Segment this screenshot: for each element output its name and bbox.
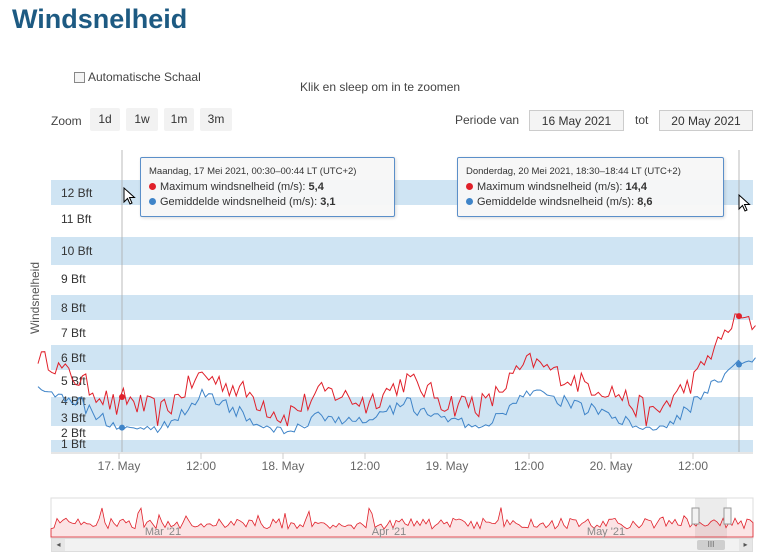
bft-band-9	[51, 237, 753, 265]
cursor-icon	[123, 186, 136, 205]
zoom-1m-button[interactable]: 1m	[164, 108, 194, 131]
tooltip-1-avg-label: Gemiddelde windsnelheid (m/s):	[160, 196, 321, 208]
scroll-thumb[interactable]: III	[697, 540, 725, 550]
tooltip-1: Maandag, 17 Mei 2021, 00:30–00:44 LT (UT…	[140, 157, 395, 217]
bft-label-9: 9 Bft	[61, 272, 86, 286]
tooltip-1-avg-value: 3,1	[320, 196, 336, 208]
x-tick-label-1: 12:00	[186, 459, 216, 473]
scroll-left-icon[interactable]: ◂	[52, 539, 65, 551]
x-tick-label-2: 18. May	[262, 459, 305, 473]
zoom-label: Zoom	[51, 114, 82, 128]
page-title: Windsnelheid	[12, 4, 188, 34]
max-dot-icon	[149, 183, 156, 190]
tooltip-1-header: Maandag, 17 Mei 2021, 00:30–00:44 LT (UT…	[149, 166, 357, 177]
x-tick-label-0: 17. May	[98, 459, 141, 473]
navigator-selection	[695, 498, 727, 538]
bft-label-2: 2 Bft	[61, 426, 86, 440]
checkbox-box[interactable]	[74, 71, 85, 83]
navigator-frame	[50, 497, 754, 539]
tooltip-1-max-label: Maximum windsnelheid (m/s):	[160, 181, 309, 193]
y-axis-title: Windsnelheid	[28, 262, 42, 334]
point-avg-1	[119, 424, 125, 431]
x-tick-label-6: 20. May	[590, 459, 633, 473]
avg-dot-icon	[149, 198, 156, 205]
bft-label-11: 11 Bft	[61, 212, 92, 226]
navigator-label-1: Apr '21	[372, 526, 407, 538]
bft-band-5	[51, 345, 753, 370]
navigator-series	[50, 507, 754, 538]
tooltip-2: Donderdag, 20 Mei 2021, 18:30–18:44 LT (…	[457, 157, 724, 217]
max-dot-icon	[466, 183, 473, 190]
point-max-1	[119, 394, 125, 400]
tooltip-2-max-value: 14,4	[625, 181, 647, 193]
autoscale-checkbox[interactable]: Automatische Schaal	[74, 70, 201, 84]
series-line-max	[37, 313, 756, 427]
zoom-3m-button[interactable]: 3m	[200, 108, 232, 131]
bft-label-8: 8 Bft	[61, 301, 86, 315]
point-max-2	[736, 313, 742, 320]
period-from-input[interactable]: 16 May 2021	[529, 110, 624, 131]
cursor-icon	[738, 193, 751, 212]
zoom-1w-button[interactable]: 1w	[126, 108, 158, 131]
series-max	[37, 313, 756, 427]
tooltip-2-avg-label: Gemiddelde windsnelheid (m/s):	[477, 196, 638, 208]
x-tick-label-4: 19. May	[426, 459, 469, 473]
autoscale-label: Automatische Schaal	[88, 70, 201, 84]
tooltip-2-header: Donderdag, 20 Mei 2021, 18:30–18:44 LT (…	[466, 166, 681, 177]
navigator-label-2: May '21	[587, 526, 625, 538]
navigator-handle-right[interactable]	[723, 507, 732, 525]
zoom-hint: Klik en sleep om in te zoomen	[300, 80, 461, 94]
navigator-label-0: Mar '21	[145, 526, 181, 538]
series-avg	[37, 357, 756, 435]
bft-band-1	[51, 440, 753, 452]
bft-band-3	[51, 397, 753, 426]
bft-label-3: 3 Bft	[61, 411, 86, 425]
bft-label-10: 10 Bft	[61, 244, 93, 258]
bft-label-1: 1 Bft	[61, 437, 86, 451]
scroll-right-icon[interactable]: ▸	[739, 539, 752, 551]
period-to-input[interactable]: 20 May 2021	[659, 110, 753, 131]
series-line-avg	[37, 357, 756, 435]
tooltip-2-max-label: Maximum windsnelheid (m/s):	[477, 181, 626, 193]
period-to-label: tot	[635, 113, 649, 127]
tooltip-1-max-value: 5,4	[308, 181, 324, 193]
tooltip-2-avg-value: 8,6	[637, 196, 653, 208]
x-tick-label-3: 12:00	[350, 459, 380, 473]
x-tick-label-5: 12:00	[514, 459, 544, 473]
period-from-label: Periode van	[455, 113, 520, 127]
navigator-scrollbar[interactable]: ◂ III ▸	[51, 538, 753, 552]
navigator-handle-left[interactable]	[691, 507, 700, 525]
point-avg-2	[736, 361, 742, 368]
bft-label-7: 7 Bft	[61, 326, 86, 340]
bft-label-12: 12 Bft	[61, 186, 93, 200]
avg-dot-icon	[466, 198, 473, 205]
bft-label-6: 6 Bft	[61, 351, 86, 365]
x-tick-label-7: 12:00	[678, 459, 708, 473]
zoom-1d-button[interactable]: 1d	[90, 108, 120, 131]
bft-band-7	[51, 295, 753, 320]
